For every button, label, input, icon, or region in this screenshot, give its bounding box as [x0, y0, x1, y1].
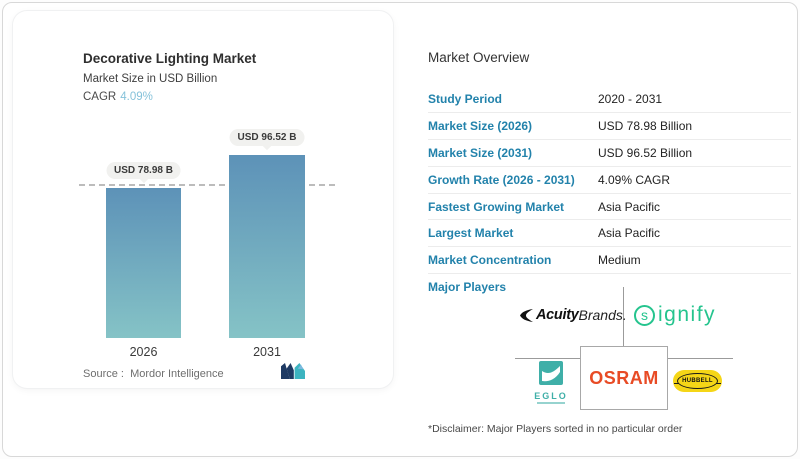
bar-2031-fill [229, 155, 305, 338]
eglo-logo-text: EGLO [534, 391, 568, 401]
signify-logo: s ignify [634, 303, 716, 327]
chart-cagr: CAGR 4.09% [83, 91, 153, 103]
overview-title: Market Overview [428, 50, 530, 65]
disclaimer-text: *Disclaimer: Major Players sorted in no … [428, 423, 683, 435]
table-row: Largest Market Asia Pacific [428, 220, 791, 248]
table-row: Fastest Growing Market Asia Pacific [428, 194, 791, 221]
eglo-logo: EGLO [532, 361, 570, 404]
row-value: Asia Pacific [598, 226, 661, 241]
chart-subtitle: Market Size in USD Billion [83, 73, 218, 85]
row-label: Largest Market [428, 226, 514, 241]
signify-logo-text: ignify [658, 303, 717, 326]
row-label: Growth Rate (2026 - 2031) [428, 172, 575, 187]
row-value: Asia Pacific [598, 199, 661, 214]
market-size-chart-card: Decorative Lighting Market Market Size i… [13, 11, 393, 388]
signify-s: s [641, 306, 648, 323]
acuity-leaf-icon [520, 308, 533, 322]
row-value: 4.09% CAGR [598, 172, 671, 187]
bar-2031: USD 96.52 B 2031 [229, 129, 305, 359]
table-row: Growth Rate (2026 - 2031) 4.09% CAGR [428, 167, 791, 194]
row-value: USD 78.98 Billion [598, 118, 693, 133]
bar-2026-fill [106, 188, 181, 338]
row-label: Market Concentration [428, 253, 552, 268]
row-label: Fastest Growing Market [428, 199, 565, 214]
major-players-label: Major Players [428, 280, 507, 294]
overview-table: Study Period 2020 - 2031 Market Size (20… [428, 86, 791, 275]
table-row: Study Period 2020 - 2031 [428, 86, 791, 113]
bar-2031-value-label: USD 96.52 B [229, 129, 305, 146]
bar-2031-category: 2031 [253, 345, 281, 359]
chart-title: Decorative Lighting Market [83, 51, 257, 66]
acuity-logo-text-bold: Acuity [536, 307, 579, 323]
table-row: Market Size (2026) USD 78.98 Billion [428, 113, 791, 140]
row-label: Study Period [428, 91, 503, 106]
table-row: Market Size (2031) USD 96.52 Billion [428, 140, 791, 167]
cagr-label: CAGR [83, 91, 117, 103]
table-row: Market Concentration Medium [428, 247, 791, 275]
eglo-square-icon [539, 361, 563, 385]
row-value: USD 96.52 Billion [598, 145, 693, 160]
bar-chart: USD 78.98 B 2026 USD 96.52 B 2031 [13, 11, 393, 388]
row-label: Market Size (2026) [428, 118, 533, 133]
source-attribution: Source : Mordor Intelligence [83, 368, 224, 380]
hubbell-logo-text: HUBBELL [677, 373, 718, 389]
acuity-logo-text-regular: Brands. [578, 307, 627, 323]
signify-s-circle-icon: s [634, 304, 655, 326]
eglo-tagline [537, 402, 565, 404]
reference-line [79, 184, 335, 186]
bar-2026-category: 2026 [129, 345, 158, 359]
mordor-intelligence-logo-icon [281, 363, 305, 379]
source-label: Source : [83, 368, 124, 380]
row-value: 2020 - 2031 [598, 91, 663, 106]
row-label: Market Size (2031) [428, 145, 533, 160]
connector-vertical-line [623, 287, 624, 347]
osram-logo: OSRAM [580, 346, 668, 410]
hubbell-logo: HUBBELL [673, 370, 722, 392]
bar-2026-value-label: USD 78.98 B [106, 162, 181, 179]
cagr-value: 4.09% [120, 91, 153, 103]
source-value: Mordor Intelligence [130, 368, 224, 380]
bar-2026: USD 78.98 B 2026 [106, 162, 181, 359]
osram-logo-text: OSRAM [589, 367, 659, 388]
acuity-brands-logo: Acuity Brands. [520, 307, 627, 323]
row-value: Medium [598, 253, 641, 268]
